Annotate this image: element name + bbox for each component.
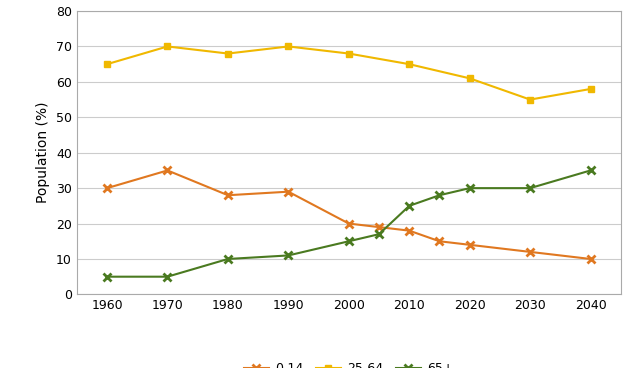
65+ xyxy=(405,204,413,208)
0-14 xyxy=(587,257,595,261)
Line: 0-14: 0-14 xyxy=(103,166,595,263)
0-14 xyxy=(285,190,292,194)
0-14 xyxy=(375,225,383,229)
Line: 25-64: 25-64 xyxy=(104,43,594,103)
0-14 xyxy=(103,186,111,190)
0-14 xyxy=(224,193,232,198)
65+ xyxy=(164,275,172,279)
65+ xyxy=(436,193,444,198)
0-14 xyxy=(405,229,413,233)
Y-axis label: Population (%): Population (%) xyxy=(36,102,51,204)
65+ xyxy=(103,275,111,279)
0-14 xyxy=(466,243,474,247)
25-64 xyxy=(285,44,292,49)
65+ xyxy=(526,186,534,190)
25-64 xyxy=(224,51,232,56)
25-64 xyxy=(103,62,111,66)
0-14 xyxy=(345,222,353,226)
65+ xyxy=(587,168,595,173)
25-64 xyxy=(466,76,474,81)
25-64 xyxy=(526,98,534,102)
25-64 xyxy=(405,62,413,66)
25-64 xyxy=(587,87,595,91)
25-64 xyxy=(345,51,353,56)
0-14 xyxy=(526,250,534,254)
Line: 65+: 65+ xyxy=(103,166,595,281)
65+ xyxy=(375,232,383,236)
65+ xyxy=(345,239,353,244)
65+ xyxy=(466,186,474,190)
65+ xyxy=(224,257,232,261)
0-14 xyxy=(436,239,444,244)
Legend: 0-14, 25-64, 65+: 0-14, 25-64, 65+ xyxy=(239,357,459,368)
65+ xyxy=(285,253,292,258)
0-14 xyxy=(164,168,172,173)
25-64 xyxy=(164,44,172,49)
